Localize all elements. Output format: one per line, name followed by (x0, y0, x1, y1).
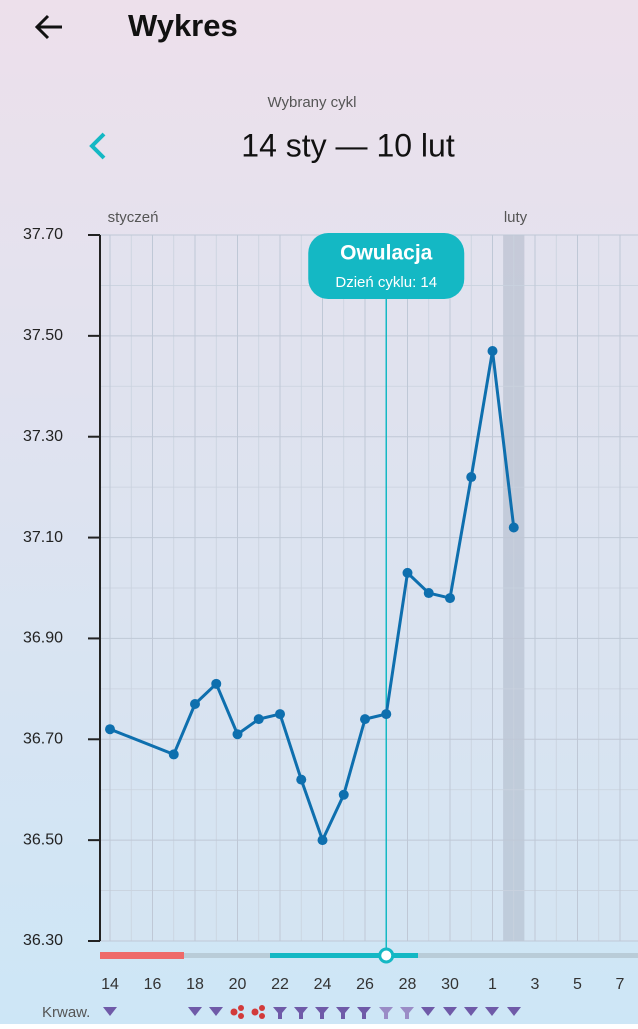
previous-cycle[interactable] (89, 132, 106, 160)
temperature-point (423, 588, 434, 599)
temperature-point (232, 729, 243, 740)
temperature-point (445, 593, 455, 604)
bleeding-icons (103, 1005, 521, 1019)
cycle-range: 14 sty — 10 lut (241, 127, 455, 163)
period-bar (100, 952, 184, 959)
temperature-point (168, 749, 179, 760)
screen-title: Wykres (128, 8, 238, 43)
x-tick-label: 1 (488, 976, 497, 993)
temperature-point (317, 835, 328, 846)
x-tick-label: 7 (616, 976, 625, 993)
x-tick-label: 26 (356, 976, 374, 993)
y-tick-label: 37.10 (23, 529, 63, 546)
temperature-point (381, 709, 392, 720)
x-tick-label: 3 (531, 976, 540, 993)
ovulation-title: Owulacja (340, 242, 433, 265)
y-tick-label: 37.70 (23, 226, 63, 243)
x-tick-label: 14 (101, 976, 119, 993)
x-tick-label: 16 (144, 976, 162, 993)
y-tick-label: 36.90 (23, 630, 63, 647)
ovulation-marker (378, 947, 395, 964)
temperature-point (338, 789, 349, 800)
y-tick-label: 37.50 (23, 327, 63, 344)
month-label: styczeń (108, 209, 159, 226)
x-tick-label: 18 (186, 976, 204, 993)
temperature-point (253, 714, 264, 725)
x-tick-label: 5 (573, 976, 582, 993)
temperature-point (211, 678, 222, 689)
y-tick-label: 36.50 (23, 831, 63, 848)
x-tick-label: 20 (229, 976, 247, 993)
x-tick-label: 24 (314, 976, 332, 993)
cycle-caption: Wybrany cykl (267, 94, 356, 111)
ovulation-badge (308, 233, 465, 299)
y-tick-label: 36.30 (23, 932, 63, 949)
back-button[interactable] (34, 14, 62, 40)
temperature-point (487, 345, 498, 356)
chart: 36.30 36.50 36.70 36.90 37.10 37.30 37.50 37.70… (23, 209, 638, 993)
temperature-point (508, 522, 519, 533)
bleeding-label: Krwaw. (42, 1004, 90, 1021)
ovulation-label: Dzień cyklu: 14 (335, 274, 437, 291)
temperature-point (105, 724, 115, 735)
x-tick-label: 28 (399, 976, 417, 993)
temperature-point (190, 698, 200, 709)
fertile-bar (270, 953, 418, 958)
x-tick-label: 22 (271, 976, 289, 993)
y-tick-label: 37.30 (23, 428, 63, 445)
y-tick-label: 36.70 (23, 731, 63, 748)
temperature-point (275, 709, 285, 720)
temperature-point (360, 714, 370, 725)
temperature-point (402, 567, 413, 578)
temperature-point (296, 774, 307, 785)
month-label: luty (504, 209, 528, 226)
temperature-point (466, 472, 477, 483)
x-tick-label: 30 (441, 976, 459, 993)
